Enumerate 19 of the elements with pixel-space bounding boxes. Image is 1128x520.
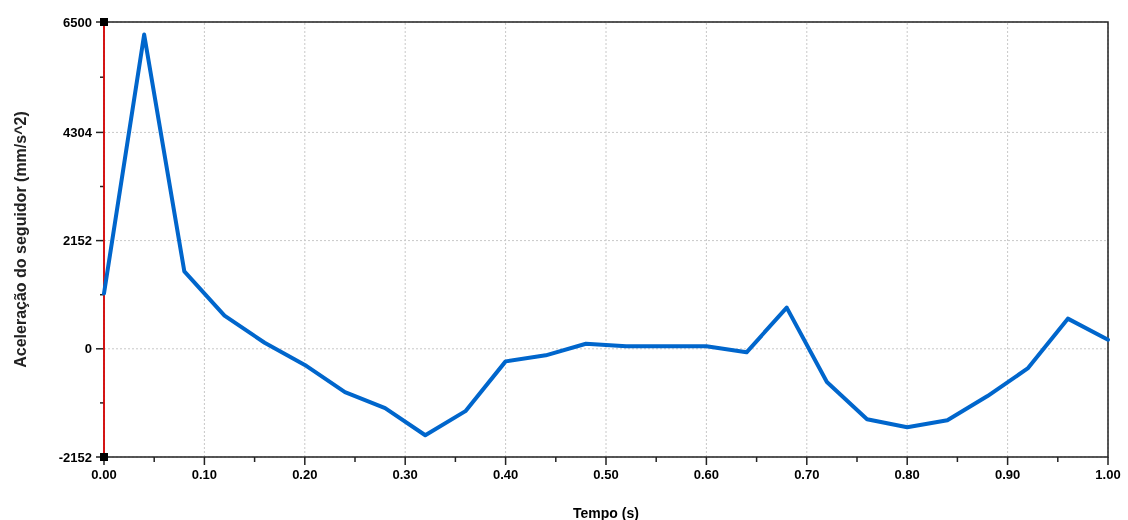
x-tick-label: 0.50 xyxy=(593,467,619,482)
x-axis-title: Tempo (s) xyxy=(573,505,639,520)
x-tick-label: 0.90 xyxy=(994,467,1021,482)
x-tick-label: 0.60 xyxy=(693,467,720,482)
x-tick-label: 0.70 xyxy=(794,467,820,482)
x-tick-label: 1.00 xyxy=(1095,467,1121,482)
y-tick-label: 2152 xyxy=(63,233,92,249)
y-tick-label: -2152 xyxy=(58,449,92,465)
x-tick-label: 0.80 xyxy=(894,467,920,482)
x-tick-label: 0.00 xyxy=(91,467,117,482)
y-axis-title: Aceleração do seguidor (mm/s^2) xyxy=(12,111,29,368)
y-tick-label: 0 xyxy=(84,341,92,357)
x-tick-label: 0.30 xyxy=(392,467,418,482)
y-tick-label: 4304 xyxy=(63,124,93,140)
x-tick-label: 0.20 xyxy=(292,467,318,482)
y-tick-label: 6500 xyxy=(63,14,92,30)
line-series xyxy=(102,32,1110,438)
x-tick-label: 0.10 xyxy=(191,467,218,482)
x-tick-label: 0.40 xyxy=(492,467,519,482)
